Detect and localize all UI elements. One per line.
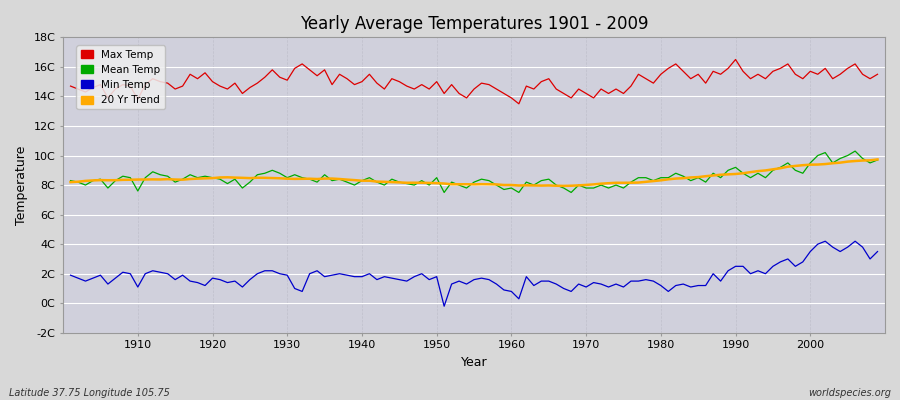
Text: Latitude 37.75 Longitude 105.75: Latitude 37.75 Longitude 105.75: [9, 388, 170, 398]
Title: Yearly Average Temperatures 1901 - 2009: Yearly Average Temperatures 1901 - 2009: [300, 15, 648, 33]
Text: worldspecies.org: worldspecies.org: [808, 388, 891, 398]
Legend: Max Temp, Mean Temp, Min Temp, 20 Yr Trend: Max Temp, Mean Temp, Min Temp, 20 Yr Tre…: [76, 46, 165, 110]
Y-axis label: Temperature: Temperature: [15, 145, 28, 225]
X-axis label: Year: Year: [461, 356, 487, 369]
